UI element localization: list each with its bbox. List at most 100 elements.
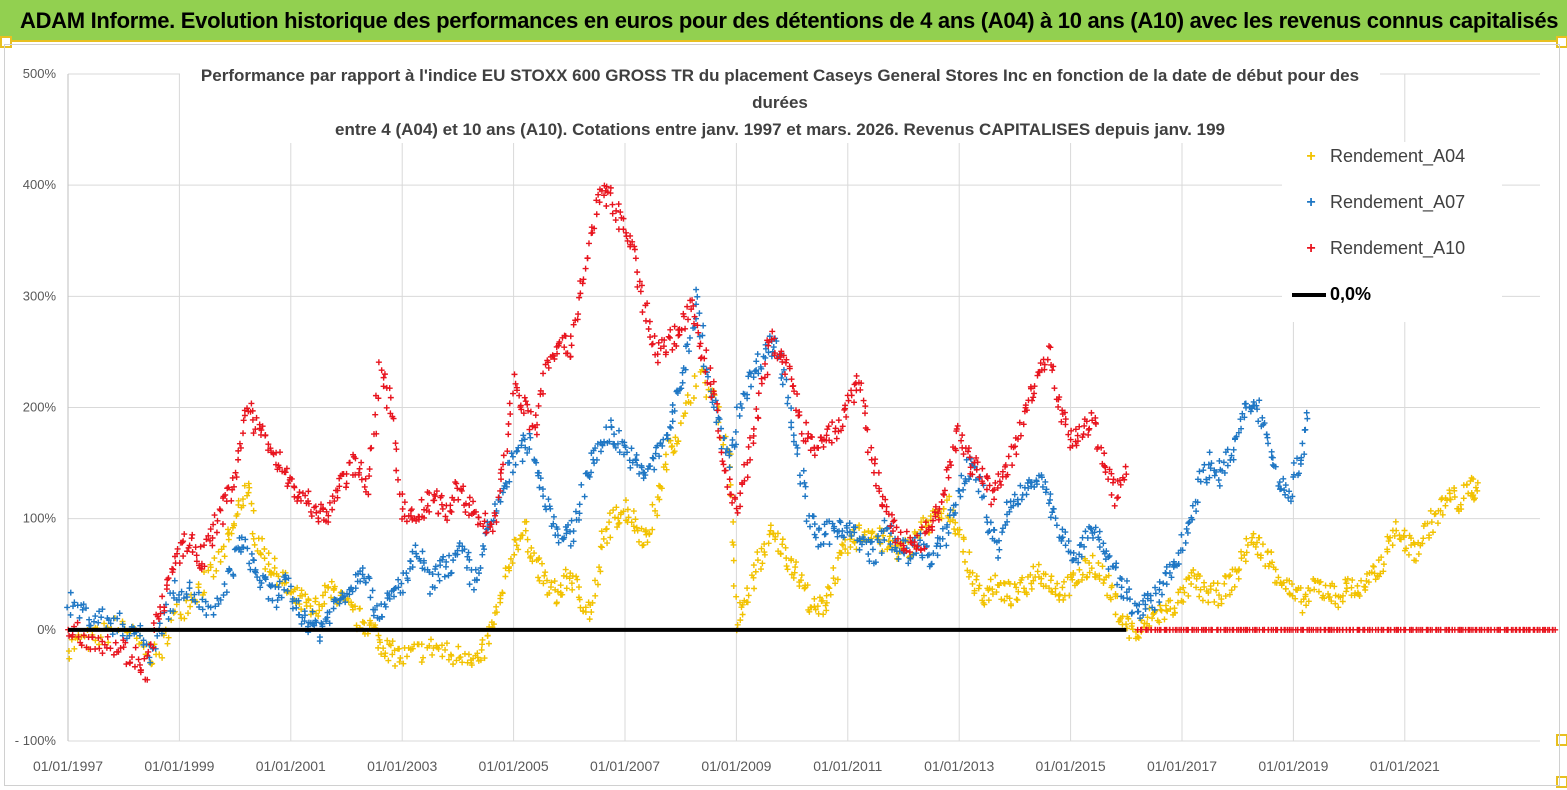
data-point bbox=[521, 394, 528, 401]
data-point bbox=[1059, 534, 1066, 541]
data-point bbox=[70, 603, 77, 610]
data-point bbox=[1017, 482, 1024, 489]
data-point bbox=[780, 366, 787, 373]
data-point bbox=[832, 580, 839, 587]
data-point bbox=[328, 578, 335, 585]
data-point bbox=[509, 469, 516, 476]
data-point bbox=[806, 608, 813, 615]
data-point bbox=[386, 385, 393, 392]
data-point bbox=[599, 442, 606, 449]
data-point bbox=[329, 506, 336, 513]
data-point bbox=[944, 464, 951, 471]
data-point bbox=[119, 621, 126, 628]
data-point bbox=[675, 438, 682, 445]
data-point bbox=[475, 514, 482, 521]
data-point bbox=[203, 536, 210, 543]
data-point bbox=[1035, 561, 1042, 568]
data-point bbox=[98, 614, 105, 621]
data-point bbox=[980, 592, 987, 599]
data-point bbox=[563, 573, 570, 580]
y-tick-label: 100% bbox=[23, 511, 57, 526]
data-point bbox=[941, 491, 948, 498]
data-point bbox=[986, 528, 993, 535]
data-point bbox=[1096, 536, 1103, 543]
data-point bbox=[582, 608, 589, 615]
data-point bbox=[657, 345, 664, 352]
data-point bbox=[690, 302, 697, 309]
data-point bbox=[144, 676, 151, 683]
data-point bbox=[1254, 539, 1261, 546]
data-point bbox=[500, 452, 507, 459]
data-point bbox=[537, 475, 544, 482]
data-point bbox=[170, 590, 177, 597]
data-point bbox=[1151, 606, 1158, 613]
data-point bbox=[770, 344, 777, 351]
data-point bbox=[581, 493, 588, 500]
data-point bbox=[794, 451, 801, 458]
data-point bbox=[634, 283, 641, 290]
data-point bbox=[532, 412, 539, 419]
legend-marker-a07: + bbox=[1306, 193, 1316, 211]
data-point bbox=[965, 445, 972, 452]
data-point bbox=[710, 378, 717, 385]
data-point bbox=[230, 571, 237, 578]
data-point bbox=[504, 448, 511, 455]
data-point bbox=[1215, 477, 1222, 484]
data-point bbox=[455, 496, 462, 503]
data-point bbox=[1282, 482, 1289, 489]
data-point bbox=[853, 372, 860, 379]
x-tick-label: 01/01/2007 bbox=[590, 758, 660, 774]
data-point bbox=[1042, 478, 1049, 485]
data-point bbox=[1089, 417, 1096, 424]
data-point bbox=[276, 464, 283, 471]
data-point bbox=[378, 651, 385, 658]
data-point bbox=[907, 555, 914, 562]
data-point bbox=[1368, 569, 1375, 576]
x-axis-labels: 01/01/1997 01/01/1999 01/01/2001 01/01/2003… bbox=[33, 758, 1440, 774]
data-point bbox=[462, 500, 469, 507]
data-point bbox=[847, 536, 854, 543]
data-point bbox=[902, 537, 909, 544]
data-point bbox=[191, 591, 198, 598]
data-point bbox=[750, 440, 757, 447]
data-point bbox=[1362, 587, 1369, 594]
resize-handle[interactable] bbox=[0, 36, 12, 48]
data-point bbox=[147, 659, 154, 666]
data-point bbox=[1044, 356, 1051, 363]
legend-item-a04[interactable]: + Rendement_A04 bbox=[1292, 146, 1465, 167]
data-point bbox=[150, 644, 157, 651]
data-point bbox=[1447, 496, 1454, 503]
data-point bbox=[515, 546, 522, 553]
data-point bbox=[1247, 408, 1254, 415]
data-point bbox=[302, 612, 309, 619]
data-point bbox=[603, 203, 610, 210]
data-point bbox=[611, 514, 618, 521]
data-point bbox=[372, 606, 379, 613]
data-point bbox=[483, 529, 490, 536]
data-point bbox=[914, 532, 921, 539]
data-point bbox=[1019, 574, 1026, 581]
legend-item-a10[interactable]: + Rendement_A10 bbox=[1292, 238, 1465, 259]
legend-item-a07[interactable]: + Rendement_A07 bbox=[1292, 192, 1465, 213]
data-point bbox=[588, 469, 595, 476]
data-point bbox=[750, 374, 757, 381]
data-point bbox=[1470, 492, 1477, 499]
data-point bbox=[1178, 531, 1185, 538]
data-point bbox=[554, 350, 561, 357]
data-point bbox=[225, 526, 232, 533]
legend-label-a07: Rendement_A07 bbox=[1330, 192, 1466, 212]
data-point bbox=[603, 525, 610, 532]
legend-item-zero[interactable]: 0,0% bbox=[1292, 284, 1371, 305]
data-point bbox=[454, 485, 461, 492]
data-point bbox=[1052, 585, 1059, 592]
data-point bbox=[1102, 464, 1109, 471]
data-point bbox=[470, 498, 477, 505]
data-point bbox=[823, 592, 830, 599]
data-point bbox=[499, 589, 506, 596]
data-point bbox=[187, 603, 194, 610]
data-point bbox=[1216, 457, 1223, 464]
data-point bbox=[1238, 425, 1245, 432]
data-point bbox=[684, 341, 691, 348]
data-point bbox=[321, 600, 328, 607]
data-point bbox=[1392, 518, 1399, 525]
